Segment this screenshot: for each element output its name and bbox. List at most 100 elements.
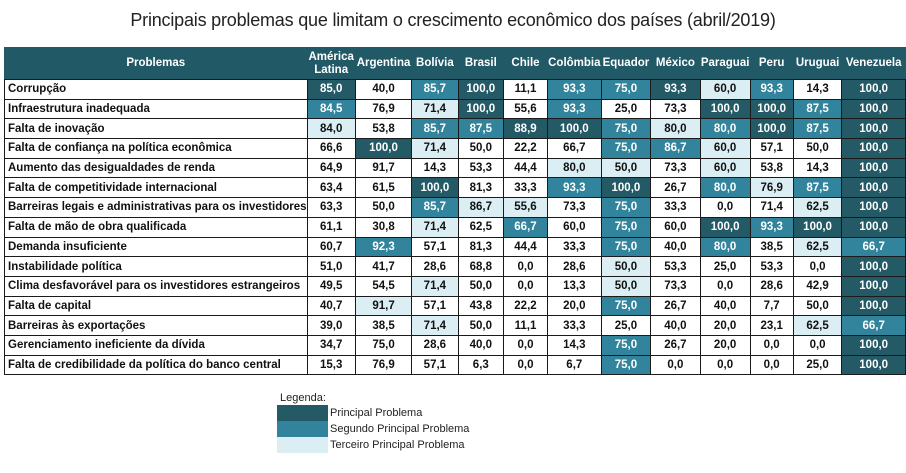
value-cell: 26,7 — [650, 295, 701, 317]
value-cell: 28,6 — [411, 256, 459, 277]
value-cell: 85,7 — [411, 79, 459, 100]
legend-swatch — [277, 405, 328, 421]
value-cell: 100,0 — [792, 216, 843, 238]
value-cell: 0,0 — [503, 275, 548, 297]
value-cell: 38,5 — [749, 236, 794, 258]
header-colômbia: Colômbia — [546, 47, 602, 80]
value-cell: 55,6 — [503, 197, 548, 218]
value-cell: 26,7 — [650, 334, 701, 356]
value-cell: 40,7 — [306, 295, 356, 317]
value-cell: 80,0 — [546, 157, 602, 179]
value-cell: 42,9 — [792, 275, 843, 297]
value-cell: 7,7 — [749, 295, 794, 317]
value-cell: 100,0 — [411, 177, 459, 199]
value-cell: 91,7 — [354, 157, 413, 179]
value-cell: 14,3 — [546, 334, 602, 356]
header-argentina: Argentina — [354, 47, 413, 80]
value-cell: 100,0 — [354, 138, 413, 159]
row-label: Instabilidade política — [4, 256, 308, 277]
value-cell: 33,3 — [546, 236, 602, 258]
value-cell: 75,0 — [600, 216, 652, 238]
value-cell: 100,0 — [841, 79, 906, 100]
header-chile: Chile — [503, 47, 548, 80]
value-cell: 60,0 — [546, 216, 602, 238]
value-cell: 75,0 — [600, 197, 652, 218]
table-row: Falta de competitividade internacional 63… — [4, 177, 906, 199]
value-cell: 66,6 — [306, 138, 356, 159]
legend-item: Segundo Principal Problema — [277, 421, 469, 437]
value-cell: 100,0 — [841, 275, 906, 297]
value-cell: 80,0 — [699, 118, 751, 140]
value-cell: 41,7 — [354, 256, 413, 277]
value-cell: 0,0 — [749, 354, 794, 376]
header-uruguai: Uruguai — [792, 47, 843, 80]
value-cell: 53,8 — [749, 157, 794, 179]
value-cell: 14,3 — [792, 157, 843, 179]
value-cell: 93,3 — [546, 79, 602, 100]
value-cell: 25,0 — [792, 354, 843, 376]
value-cell: 57,1 — [411, 295, 459, 317]
value-cell: 50,0 — [792, 295, 843, 317]
value-cell: 63,4 — [306, 177, 356, 199]
value-cell: 100,0 — [699, 216, 751, 238]
value-cell: 20,0 — [699, 315, 751, 336]
header-méxico: México — [650, 47, 701, 80]
value-cell: 53,3 — [650, 256, 701, 277]
value-cell: 62,5 — [792, 197, 843, 218]
value-cell: 20,0 — [546, 295, 602, 317]
value-cell: 100,0 — [841, 138, 906, 159]
legend: Legenda: Principal Problema Segundo Princ… — [277, 392, 469, 453]
value-cell: 93,3 — [749, 79, 794, 100]
value-cell: 84,0 — [306, 118, 356, 140]
value-cell: 88,9 — [503, 118, 548, 140]
value-cell: 25,0 — [699, 256, 751, 277]
value-cell: 61,5 — [354, 177, 413, 199]
value-cell: 100,0 — [546, 118, 602, 140]
legend-label: Principal Problema — [330, 407, 423, 419]
value-cell: 15,3 — [306, 354, 356, 376]
value-cell: 87,5 — [792, 98, 843, 120]
value-cell: 75,0 — [600, 138, 652, 159]
value-cell: 33,3 — [503, 177, 548, 199]
value-cell: 100,0 — [457, 79, 505, 100]
row-label: Falta de credibilidade da política do ba… — [4, 354, 308, 376]
table-row: Falta de confiança na política econômica… — [4, 138, 906, 159]
value-cell: 71,4 — [411, 98, 459, 120]
value-cell: 75,0 — [600, 334, 652, 356]
value-cell: 50,0 — [457, 315, 505, 336]
value-cell: 6,7 — [546, 354, 602, 376]
value-cell: 38,5 — [354, 315, 413, 336]
value-cell: 73,3 — [650, 98, 701, 120]
row-label: Demanda insuficiente — [4, 236, 308, 258]
value-cell: 73,3 — [650, 157, 701, 179]
value-cell: 44,4 — [503, 236, 548, 258]
value-cell: 76,9 — [354, 354, 413, 376]
row-label: Barreiras legais e administrativas para … — [4, 197, 308, 218]
value-cell: 76,9 — [749, 177, 794, 199]
row-label: Falta de mão de obra qualificada — [4, 216, 308, 238]
header-equador: Equador — [600, 47, 652, 80]
table-row: Falta de capital 40,7 91,7 57,1 43,8 22,2 20,0… — [4, 295, 906, 317]
row-label: Infraestrutura inadequada — [4, 98, 308, 120]
value-cell: 100,0 — [841, 177, 906, 199]
legend-label: Terceiro Principal Problema — [330, 439, 465, 451]
value-cell: 62,5 — [792, 236, 843, 258]
value-cell: 75,0 — [600, 79, 652, 100]
value-cell: 51,0 — [306, 256, 356, 277]
value-cell: 68,8 — [457, 256, 505, 277]
value-cell: 71,4 — [411, 138, 459, 159]
value-cell: 57,1 — [749, 138, 794, 159]
value-cell: 6,3 — [457, 354, 505, 376]
value-cell: 26,7 — [650, 177, 701, 199]
value-cell: 50,0 — [792, 138, 843, 159]
table-row: Falta de mão de obra qualificada 61,1 30,8… — [4, 216, 906, 238]
value-cell: 84,5 — [306, 98, 356, 120]
value-cell: 62,5 — [792, 315, 843, 336]
value-cell: 40,0 — [457, 334, 505, 356]
value-cell: 100,0 — [749, 118, 794, 140]
value-cell: 60,0 — [699, 138, 751, 159]
value-cell: 50,0 — [600, 157, 652, 179]
chart-title: Principais problemas que limitam o cresc… — [130, 10, 776, 30]
value-cell: 80,0 — [699, 236, 751, 258]
value-cell: 100,0 — [699, 98, 751, 120]
